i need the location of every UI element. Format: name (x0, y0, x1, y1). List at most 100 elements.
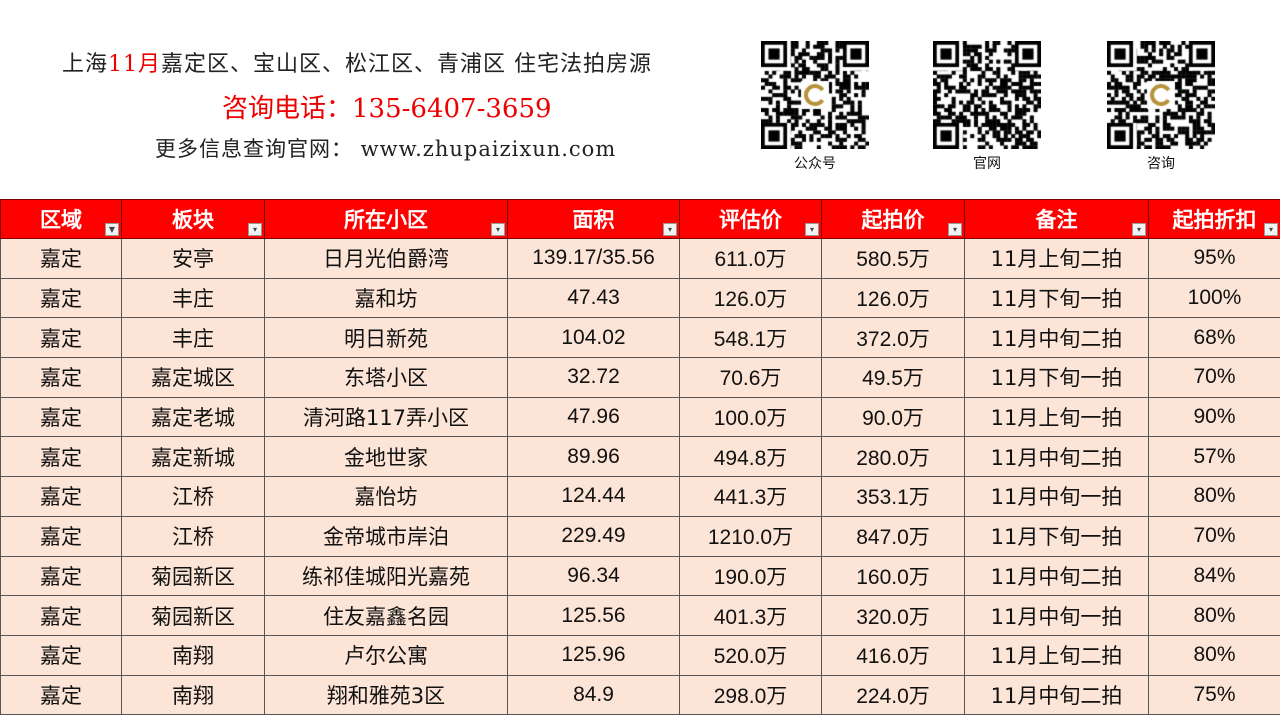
table-cell: 580.5万 (822, 239, 965, 279)
table-cell: 84.9 (508, 675, 680, 715)
table-cell: 611.0万 (680, 239, 822, 279)
table-cell: 江桥 (122, 477, 265, 517)
table-cell: 嘉定 (1, 437, 122, 477)
table-cell: 372.0万 (822, 318, 965, 358)
table-cell: 嘉定 (1, 239, 122, 279)
column-header: 备注 ▾ (965, 200, 1149, 239)
table-cell: 47.43 (508, 278, 680, 318)
title-month: 11月 (108, 52, 161, 77)
table-cell: 100% (1149, 278, 1280, 318)
table-cell: 明日新苑 (265, 318, 508, 358)
table-cell: 90.0万 (822, 397, 965, 437)
filter-dropdown-icon[interactable]: ▾ (1132, 223, 1146, 236)
table-cell: 70% (1149, 516, 1280, 556)
qr-label: 咨询 (1107, 153, 1215, 173)
filter-dropdown-icon[interactable]: ▾ (805, 223, 819, 236)
table-cell: 嘉定 (1, 318, 122, 358)
table-cell: 80% (1149, 635, 1280, 675)
table-cell: 229.49 (508, 516, 680, 556)
table-cell: 嘉定新城 (122, 437, 265, 477)
column-header: 板块▾ (122, 200, 265, 239)
table-cell: 嘉定 (1, 397, 122, 437)
table-cell: 125.96 (508, 635, 680, 675)
table-cell: 84% (1149, 556, 1280, 596)
column-header-label: 评估价 (719, 208, 782, 232)
table-cell: 11月中旬二拍 (965, 556, 1149, 596)
table-cell: 75% (1149, 675, 1280, 715)
table-cell: 练祁佳城阳光嘉苑 (265, 556, 508, 596)
table-cell: 菊园新区 (122, 556, 265, 596)
table-cell: 847.0万 (822, 516, 965, 556)
column-header-label: 面积 (573, 208, 615, 232)
table-cell: 190.0万 (680, 556, 822, 596)
table-cell: 11月上旬二拍 (965, 635, 1149, 675)
column-header: 面积 ▾ (508, 200, 680, 239)
table-cell: 104.02 (508, 318, 680, 358)
table-cell: 126.0万 (822, 278, 965, 318)
table-cell: 嘉定 (1, 358, 122, 398)
table-cell: 49.5万 (822, 358, 965, 398)
table-cell: 160.0万 (822, 556, 965, 596)
table-cell: 68% (1149, 318, 1280, 358)
table-cell: 90% (1149, 397, 1280, 437)
table-cell: 卢尔公寓 (265, 635, 508, 675)
table-cell: 11月上旬二拍 (965, 239, 1149, 279)
table-cell: 嘉怡坊 (265, 477, 508, 517)
table-cell: 320.0万 (822, 596, 965, 636)
filter-dropdown-icon[interactable]: ▾ (491, 223, 505, 236)
table-cell: 224.0万 (822, 675, 965, 715)
table-cell: 520.0万 (680, 635, 822, 675)
table-cell: 125.56 (508, 596, 680, 636)
table-cell: 401.3万 (680, 596, 822, 636)
column-header-label: 备注 (1036, 208, 1078, 232)
table-cell: 嘉定 (1, 477, 122, 517)
filter-dropdown-icon[interactable]: ▾ (248, 223, 262, 236)
table-cell: 494.8万 (680, 437, 822, 477)
qr-code-consult (1107, 41, 1215, 149)
table-cell: 139.17/35.56 (508, 239, 680, 279)
filter-dropdown-icon[interactable]: ▾ (948, 223, 962, 236)
table-cell: 70% (1149, 358, 1280, 398)
table-cell: 548.1万 (680, 318, 822, 358)
column-header: 起拍价 ▾ (822, 200, 965, 239)
table-cell: 416.0万 (822, 635, 965, 675)
table-cell: 32.72 (508, 358, 680, 398)
filter-dropdown-icon[interactable]: ▾ (663, 223, 677, 236)
table-cell: 嘉定 (1, 635, 122, 675)
table-cell: 11月中旬二拍 (965, 675, 1149, 715)
title-prefix: 上海 (62, 52, 108, 77)
column-header: 评估价 ▾ (680, 200, 822, 239)
filter-dropdown-icon[interactable]: ▾ (1264, 223, 1278, 236)
table-cell: 东塔小区 (265, 358, 508, 398)
table-cell: 353.1万 (822, 477, 965, 517)
qr-code-website (933, 41, 1041, 149)
table-cell: 11月下旬一拍 (965, 278, 1149, 318)
table-cell: 安亭 (122, 239, 265, 279)
table-cell: 翔和雅苑3区 (265, 675, 508, 715)
qr-code-wechat (761, 41, 869, 149)
column-header-label: 起拍价 (862, 208, 925, 232)
filter-active-icon[interactable]: ▼ (105, 223, 119, 236)
table-cell: 11月中旬一拍 (965, 596, 1149, 636)
table-cell: 金帝城市岸泊 (265, 516, 508, 556)
qr-label: 公众号 (761, 153, 869, 173)
table-cell: 丰庄 (122, 318, 265, 358)
column-header-label: 起拍折扣 (1173, 208, 1257, 232)
table-cell: 80% (1149, 477, 1280, 517)
website-line: 更多信息查询官网： www.zhupaizixun.com (155, 133, 616, 163)
table-cell: 95% (1149, 239, 1280, 279)
table-cell: 298.0万 (680, 675, 822, 715)
table-cell: 441.3万 (680, 477, 822, 517)
table-cell: 47.96 (508, 397, 680, 437)
column-header: 所在小区▾ (265, 200, 508, 239)
table-cell: 嘉定城区 (122, 358, 265, 398)
table-cell: 11月中旬一拍 (965, 477, 1149, 517)
